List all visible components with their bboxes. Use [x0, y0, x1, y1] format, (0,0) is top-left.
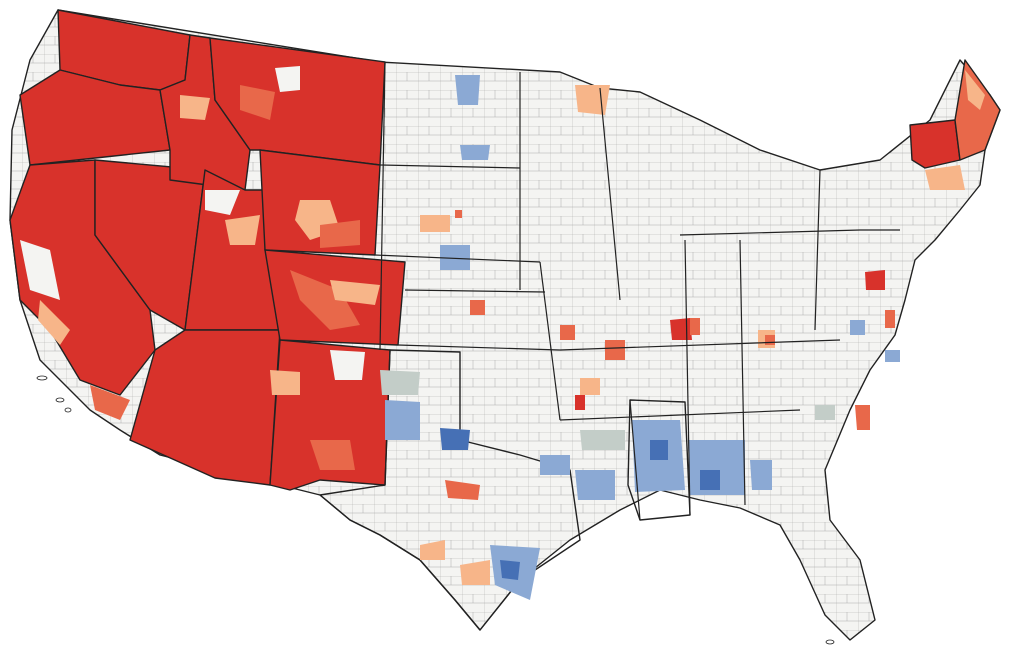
- patch-ne-light: [420, 215, 450, 232]
- patch-id-light: [225, 215, 260, 245]
- central-south-patches: [319, 75, 625, 631]
- patch-nm-mid: [310, 440, 355, 470]
- patch-mt-white: [275, 66, 300, 92]
- patch-mo-orange: [605, 340, 625, 360]
- patch-co-white: [330, 350, 365, 380]
- patch-tx-blue-dark: [500, 560, 520, 580]
- patch-al-blue-dark: [700, 470, 720, 490]
- patch-ca-white: [20, 240, 60, 300]
- patch-ks-red: [455, 210, 462, 218]
- state-ms-border: [627, 399, 691, 521]
- patch-sc-mid: [855, 405, 870, 430]
- state-borders: [374, 61, 900, 521]
- patch-tx-orange-light1: [460, 560, 490, 585]
- patch-ca-mid: [90, 385, 130, 420]
- patch-ms-blue-dark: [650, 440, 668, 460]
- state-tx-border: [319, 349, 581, 631]
- southeast-blue-cluster: [540, 399, 772, 521]
- east-patches: [670, 270, 900, 430]
- patch-ca-light: [38, 300, 70, 345]
- coastal-islands: [36, 375, 835, 645]
- patch-ma: [925, 165, 965, 190]
- patch-co-light: [330, 280, 380, 305]
- patch-tx-gray: [380, 370, 420, 395]
- patch-mo-red: [560, 325, 575, 340]
- patch-me-light: [965, 70, 985, 110]
- patch-va-mid: [885, 310, 895, 328]
- patch-ga-blue: [750, 460, 772, 490]
- patch-tx-orange-mid: [445, 480, 480, 500]
- patch-la-gray: [580, 430, 625, 450]
- patch-tx-orange-light2: [420, 540, 445, 560]
- patch-ok-blue-dark: [440, 428, 470, 450]
- patch-mn-orange: [575, 85, 610, 115]
- patch-va-red: [865, 270, 885, 290]
- patch-ar-light: [580, 378, 600, 395]
- west-high-cluster: [9, 9, 406, 491]
- patch-co-mid: [290, 270, 360, 330]
- patch-ar-red: [575, 395, 585, 410]
- patch-in-red: [670, 318, 692, 340]
- patch-ok-blue-light: [385, 400, 420, 440]
- patch-nd-blue: [455, 75, 480, 105]
- patch-in-mid: [690, 318, 700, 335]
- patch-id-white: [205, 190, 240, 215]
- patch-sd-blue: [460, 145, 490, 160]
- patch-ky-mid: [765, 335, 775, 345]
- state-me: [954, 59, 1001, 161]
- patch-ne-blue: [440, 245, 470, 270]
- patch-mt-light: [180, 95, 210, 120]
- patch-va-blue: [850, 320, 865, 335]
- patch-mt-mid: [240, 85, 275, 120]
- patch-ar-blue: [540, 455, 570, 475]
- state-nh-vt: [909, 119, 961, 169]
- patch-nc-blue: [885, 350, 900, 362]
- patch-ks-orange: [470, 300, 485, 315]
- new-england-cluster: [909, 59, 1001, 190]
- patch-nm-light: [270, 370, 300, 395]
- patch-wy-mid: [320, 220, 360, 248]
- patch-la-blue: [575, 470, 615, 500]
- patch-sc-gray: [815, 405, 835, 420]
